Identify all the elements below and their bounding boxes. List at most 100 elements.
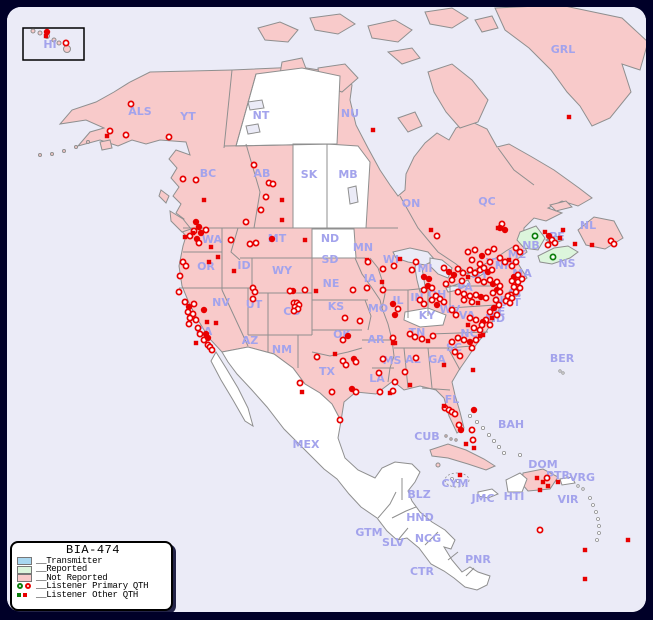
region-label-IL: IL	[392, 294, 403, 307]
cayman-island	[456, 479, 460, 483]
region-label-NS: NS	[558, 257, 575, 270]
region-label-PTR: PTR	[546, 469, 571, 482]
bahamas-island	[474, 419, 479, 424]
listener-primary-qth-marker-red	[518, 275, 526, 283]
region-label-WA: WA	[202, 233, 223, 246]
listener-other-qth-marker-red	[332, 351, 338, 357]
state-borders	[179, 69, 535, 577]
legend-row-listener-primary: __Listener Primary QTH	[17, 581, 169, 591]
listener-primary-qth-marker-red	[460, 336, 468, 344]
region-label-MEX: MEX	[293, 438, 320, 451]
listener-primary-qth-marker-red	[470, 324, 478, 332]
listener-primary-qth-marker-red	[493, 311, 501, 319]
map-viewport[interactable]: HI ALS YT NT NU GRL BC AB SK MB ON QC NL NB PE NS WA MT ND…	[7, 7, 646, 612]
region-label-ON: ON	[402, 197, 421, 210]
listener-primary-qth-marker-red	[379, 355, 387, 363]
region-label-KS: KS	[328, 300, 345, 313]
lake-winnipeg	[347, 185, 359, 205]
listener-primary-qth-marker-red	[496, 288, 504, 296]
hawaii-island	[37, 30, 43, 36]
region-label-CUB: CUB	[414, 430, 439, 443]
listener-primary-qth-marker-red	[390, 262, 398, 270]
listener-primary-qth-marker-red	[490, 245, 498, 253]
listener-other-qth-marker-red	[428, 227, 434, 233]
listener-primary-qth-marker-red	[543, 474, 551, 482]
region-label-YT: YT	[179, 110, 196, 123]
cayman-island	[450, 477, 454, 481]
listener-primary-qth-marker-red	[512, 288, 520, 296]
listener-primary-qth-marker-red-filled	[391, 311, 399, 319]
antilles-island	[596, 517, 600, 521]
listener-other-qth-marker-red	[379, 279, 385, 285]
turks-island	[518, 452, 523, 457]
listener-primary-qth-marker-red	[489, 289, 497, 297]
listener-primary-qth-marker-red	[420, 286, 428, 294]
listener-primary-qth-marker-red	[301, 286, 309, 294]
region-label-KY: KY	[419, 309, 437, 322]
baja-california	[210, 351, 254, 428]
listener-primary-qth-marker-red	[460, 296, 468, 304]
listener-primary-qth-marker-red-filled	[185, 303, 193, 311]
listener-primary-qth-marker-red	[460, 290, 468, 298]
listener-primary-qth-marker-red	[401, 368, 409, 376]
listener-primary-qth-marker-red	[455, 421, 463, 429]
listener-primary-qth-marker-red	[459, 269, 467, 277]
green-circle-icon	[17, 583, 23, 590]
listener-primary-qth-marker-red-filled	[470, 406, 478, 414]
isla-juventud	[435, 462, 441, 468]
legend-panel: BIA-474 __Transmitter __Reported __Not R…	[10, 541, 173, 611]
listener-primary-qth-marker-red	[202, 226, 210, 234]
listener-other-qth-marker-red	[495, 225, 501, 231]
listener-other-qth-marker-red	[397, 256, 403, 262]
arctic-island	[257, 21, 299, 43]
region-label-JMC: JMC	[470, 492, 494, 505]
legend-label: __Transmitter	[36, 556, 103, 566]
listener-primary-qth-marker-red	[486, 258, 494, 266]
listener-primary-qth-marker-red	[269, 180, 277, 188]
listener-primary-qth-marker-red	[165, 133, 173, 141]
listener-primary-qth-marker-red	[480, 278, 488, 286]
reported-swatch	[17, 565, 32, 574]
listener-primary-qth-marker-red	[448, 306, 456, 314]
listener-primary-qth-marker-red	[391, 378, 399, 386]
legend-label: __Reported	[36, 564, 88, 575]
hawaii-island	[51, 37, 57, 43]
haiti	[505, 472, 528, 493]
listener-primary-qth-marker-red	[466, 266, 474, 274]
listener-primary-qth-marker-red	[452, 311, 460, 319]
region-label-GTM: GTM	[355, 526, 382, 539]
nova-scotia	[537, 245, 579, 265]
listener-primary-qth-marker-red	[62, 39, 70, 47]
listener-other-qth-marker-red	[425, 338, 431, 344]
region-label-DOM: DOM	[528, 458, 557, 471]
listener-other-qth-marker-red	[204, 319, 210, 325]
listener-other-qth-marker-red	[489, 315, 495, 321]
listener-primary-qth-marker-red	[469, 436, 477, 444]
arctic-island	[367, 19, 413, 43]
listener-other-qth-marker-red	[182, 234, 188, 240]
listener-primary-qth-marker-red	[242, 218, 250, 226]
listener-other-qth-marker-red	[545, 483, 551, 489]
manitoba	[326, 143, 371, 229]
listener-other-qth-marker-red	[534, 475, 540, 481]
legend-row-transmitter: __Transmitter	[17, 556, 169, 566]
virgin-island	[581, 487, 585, 491]
listener-primary-qth-marker-red	[352, 388, 360, 396]
listener-other-qth-marker-red	[475, 300, 481, 306]
listener-primary-qth-marker-red	[428, 296, 436, 304]
listener-primary-qth-marker-red	[182, 262, 190, 270]
saskatchewan	[292, 143, 328, 229]
listener-primary-qth-marker-red	[246, 240, 254, 248]
listener-primary-qth-marker-red	[252, 239, 260, 247]
listener-primary-qth-marker-red	[349, 286, 357, 294]
listener-primary-qth-marker-red	[610, 240, 618, 248]
region-label-BAH: BAH	[498, 418, 524, 431]
region-label-MI: MI	[417, 262, 432, 275]
listener-primary-qth-marker-red-filled	[204, 334, 212, 342]
listener-primary-qth-marker-red	[454, 288, 462, 296]
listener-other-qth-marker-red	[390, 340, 396, 346]
listener-primary-qth-marker-red	[471, 269, 479, 277]
region-label-CTR: CTR	[410, 565, 435, 578]
